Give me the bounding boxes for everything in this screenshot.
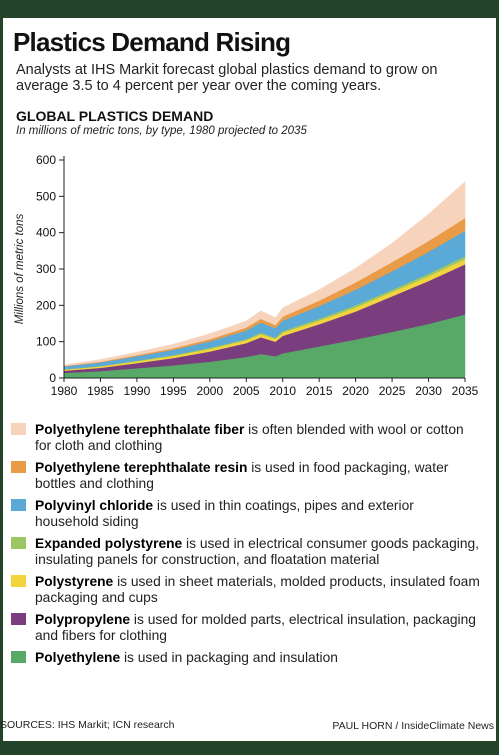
legend-name: Polyvinyl chloride — [35, 498, 154, 513]
y-tick-label: 500 — [36, 189, 56, 203]
x-tick-label: 1990 — [124, 384, 151, 398]
x-tick-label: 2000 — [196, 384, 223, 398]
x-tick-label: 2015 — [306, 384, 333, 398]
legend-swatch — [11, 537, 26, 549]
x-tick-label: 1985 — [87, 384, 114, 398]
y-tick-label: 300 — [36, 262, 56, 276]
stacked-area-chart: 0 100 200 300 400 500 600 1980 1985 1990 1995 2000 2… — [14, 153, 479, 398]
legend-desc: is used for molded parts, electrical ins… — [35, 612, 476, 643]
legend-swatch — [11, 499, 26, 511]
legend-item-eps: Expanded polystyrene is used in electric… — [11, 536, 481, 567]
left-border — [0, 18, 3, 741]
x-tick-label: 1995 — [160, 384, 187, 398]
legend-item-pp: Polypropylene is used for molded parts, … — [11, 612, 481, 643]
legend-swatch — [11, 651, 26, 663]
top-border — [0, 0, 499, 18]
x-tick-label: 1980 — [51, 384, 78, 398]
legend-item-pe: Polyethylene is used in packaging and in… — [11, 650, 481, 666]
y-tick-label: 100 — [36, 335, 56, 349]
x-tick-label: 2035 — [452, 384, 479, 398]
y-tick-label: 0 — [49, 371, 56, 385]
legend-item-pet-fiber: Polyethylene terephthalate fiber is ofte… — [11, 422, 481, 453]
x-tick-label: 2025 — [379, 384, 406, 398]
y-axis-title: Millions of metric tons — [14, 213, 26, 324]
legend-name: Polypropylene — [35, 612, 131, 627]
legend-name: Polyethylene terephthalate fiber — [35, 422, 245, 437]
page-title: Plastics Demand Rising — [13, 27, 291, 57]
legend-name: Polyethylene terephthalate resin — [35, 460, 248, 475]
credit-note: PAUL HORN / InsideClimate News — [332, 720, 494, 732]
page-subtitle: Analysts at IHS Markit forecast global p… — [16, 62, 438, 94]
legend: Polyethylene terephthalate fiber is ofte… — [11, 422, 481, 666]
x-tick-label: 2010 — [269, 384, 296, 398]
legend-item-pet-resin: Polyethylene terephthalate resin is used… — [11, 460, 481, 491]
legend-desc: is used in food packaging, water bottles… — [35, 460, 449, 491]
y-tick-label: 400 — [36, 226, 56, 240]
legend-swatch — [11, 575, 26, 587]
legend-name: Polystyrene — [35, 574, 114, 589]
legend-swatch — [11, 613, 26, 625]
legend-desc: is used in electrical consumer goods pac… — [35, 536, 480, 567]
chart-title: GLOBAL PLASTICS DEMAND — [16, 108, 214, 124]
legend-name: Expanded polystyrene — [35, 536, 183, 551]
chart-subtitle: In millions of metric tons, by type, 198… — [16, 125, 307, 137]
y-tick-label: 200 — [36, 298, 56, 312]
sources-note: SOURCES: IHS Markit; ICN research — [0, 719, 175, 731]
legend-item-pvc: Polyvinyl chloride is used in thin coati… — [11, 498, 481, 529]
bottom-border — [0, 741, 499, 755]
area-polyethylene-terephthalate-fiber — [63, 181, 466, 367]
legend-swatch — [11, 423, 26, 435]
legend-desc: is often blended with wool or cotton for… — [35, 422, 464, 453]
legend-swatch — [11, 461, 26, 473]
x-tick-label: 2020 — [342, 384, 369, 398]
x-tick-label: 2030 — [415, 384, 442, 398]
legend-item-ps: Polystyrene is used in sheet materials, … — [11, 574, 481, 605]
legend-desc: is used in thin coatings, pipes and exte… — [35, 498, 414, 529]
right-border — [496, 18, 499, 741]
legend-desc: is used in packaging and insulation — [120, 650, 338, 665]
y-tick-label: 600 — [36, 153, 56, 167]
legend-name: Polyethylene — [35, 650, 121, 665]
legend-desc: is used in sheet materials, molded produ… — [35, 574, 480, 605]
x-tick-label: 2005 — [233, 384, 260, 398]
